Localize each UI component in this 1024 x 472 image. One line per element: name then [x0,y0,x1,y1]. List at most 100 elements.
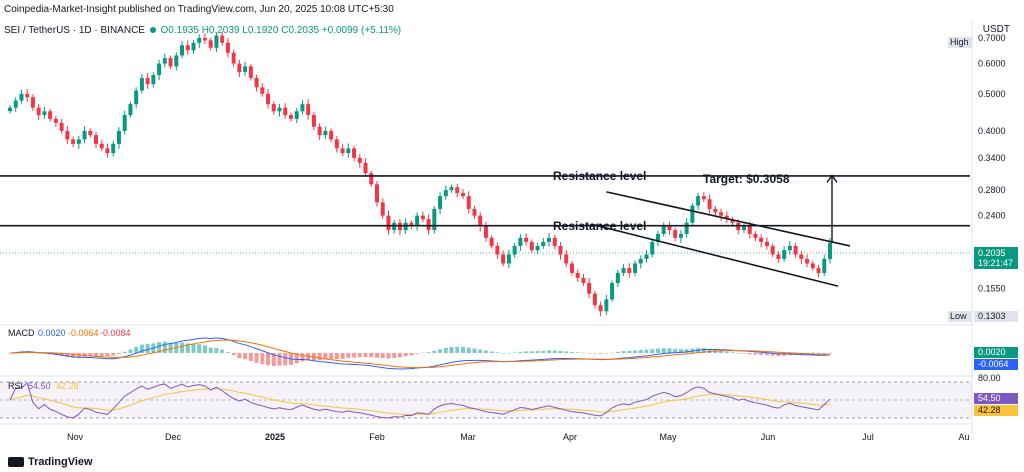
macd-histogram-bar [558,350,563,353]
candle-body [822,258,827,273]
macd-histogram-bar [180,342,185,353]
candle-body [489,237,494,246]
candle-body [501,254,506,264]
macd-histogram-bar [403,353,408,357]
macd-histogram-bar [128,349,133,353]
macd-histogram-bar [506,352,511,354]
macd-histogram-bar [621,351,626,353]
macd-histogram-bar [94,353,99,357]
ohlc-high: H0.2039 [201,25,240,36]
ohlc-low: L0.1920 [242,25,279,36]
macd-histogram-bar [369,353,374,358]
candle-body [678,233,683,238]
candle-body [363,162,368,174]
rsi-tag-bg [974,393,1018,404]
candle-body [8,107,12,112]
macd-histogram-bar [380,353,385,359]
macd-histogram-bar [592,353,597,354]
candle-body [369,173,374,185]
footer-brand-text: TradingView [28,456,93,468]
candle-body [243,66,248,73]
macd-histogram-bar [552,350,557,353]
candle-body [174,55,179,67]
candle-body [225,42,230,53]
macd-histogram-bar [254,353,259,363]
low-value-bg [974,311,1018,322]
macd-histogram-bar [581,352,586,354]
candle-body [810,263,815,269]
candle-body [88,130,93,136]
candle-body [346,148,351,154]
rsi-ma-value: 42.28 [56,381,79,391]
macd-histogram-bar [759,353,764,356]
resistance-lower-label: Resistance level [553,219,646,233]
macd-histogram-bar [220,349,225,353]
macd-histogram-bar [604,353,609,354]
candle-body [168,58,173,67]
candle-body [334,139,339,149]
price-tick-label: 0.1550 [978,283,1006,293]
macd-histogram-bar [753,353,758,355]
candle-body [661,226,666,234]
macd-histogram-bar [455,346,460,353]
candle-body [380,202,385,216]
candle-body [317,126,322,136]
macd-histogram-bar [650,349,655,353]
candle-body [719,212,724,216]
macd-histogram-bar [346,353,351,358]
candle-body [633,263,638,273]
candle-body [151,75,156,85]
macd-histogram-bar [71,353,76,358]
macd-histogram-bar [340,353,345,359]
candle-body [30,97,35,108]
candle-body [197,37,202,43]
macd-histogram-bar [277,353,282,366]
target-arrow-head [826,174,838,183]
macd-histogram-bar [724,351,729,353]
time-tick-label: Apr [563,432,577,442]
candle-body [552,237,557,246]
candle-body [724,215,729,220]
candle-body [19,93,24,101]
macd-histogram-bar [644,349,649,353]
candle-body [524,237,529,242]
footer-brand[interactable]: TradingView [8,456,93,468]
candle-body [128,104,133,116]
macd-histogram-bar [518,351,523,353]
macd-histogram-bar [157,342,162,353]
macd-tag-bg [974,347,1018,358]
rsi-ma-tag-bg [974,405,1018,416]
macd-histogram-bar [311,353,316,361]
macd-hist-value: -0.0084 [100,328,131,338]
macd-histogram-bar [627,350,632,353]
candle-body [191,42,196,51]
macd-histogram-bar [828,353,832,354]
macd-histogram-bar [638,349,643,353]
time-tick-label: Au [958,432,969,442]
axis-group: 0.7000 0.6000 0.5000 0.4000 0.3400 0.2800 0.24… [67,33,1006,442]
macd-histogram-bar [741,353,746,354]
candle-body [48,111,53,119]
macd-histogram-bar [719,350,724,353]
candle-body [432,208,437,231]
candle-body [260,87,265,94]
currency-label[interactable]: USDT [982,24,1010,35]
rsi-label: RSI [8,381,23,391]
macd-histogram-bar [415,353,420,354]
annotations-group [0,174,970,287]
macd-histogram-bar [432,350,437,353]
macd-histogram-bar [65,353,70,358]
macd-histogram-bar [397,353,402,358]
symbol-name: SEI / TetherUS · 1D · BINANCE [4,25,145,36]
macd-histogram-bar [483,350,488,353]
candle-body [684,222,689,234]
candle-body [340,148,345,154]
macd-histogram-bar [392,353,397,358]
candle-body [208,40,213,48]
macd-histogram-bar [317,353,322,361]
macd-histogram-bar [162,341,167,353]
macd-histogram-bar [116,353,121,354]
macd-histogram-bar [105,353,110,357]
candle-body [94,135,99,144]
